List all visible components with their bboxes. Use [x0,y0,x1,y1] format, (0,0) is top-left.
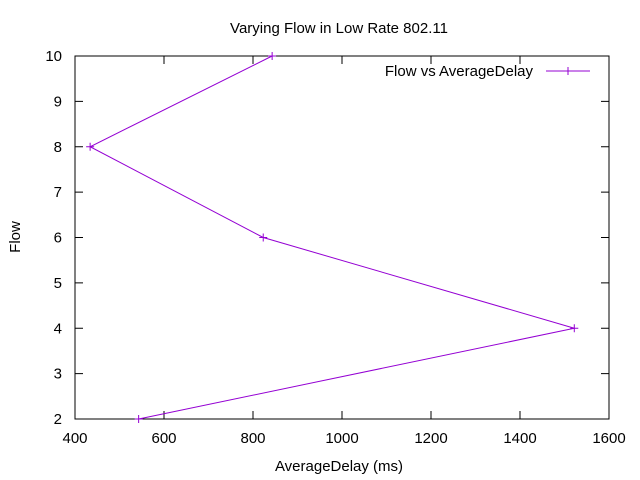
y-tick-label: 2 [54,411,62,428]
x-tick-label: 1200 [414,430,447,447]
y-tick-label: 5 [54,275,62,292]
x-tick-label: 600 [151,430,176,447]
plot-frame [74,55,610,420]
y-axis: 2 3 4 5 6 7 8 9 10 [45,48,609,428]
x-tick-label: 1600 [592,430,625,447]
x-tick-label: 1000 [325,430,358,447]
y-tick-label: 9 [54,93,62,110]
y-tick-label: 3 [54,366,62,383]
y-tick-label: 4 [54,320,62,337]
x-axis: 400 600 800 1000 1200 1400 1600 [62,56,626,447]
y-tick-label: 7 [54,184,62,201]
chart-title: Varying Flow in Low Rate 802.11 [230,20,448,37]
data-point-marker [268,52,277,60]
data-point-marker [134,415,143,423]
y-axis-label: Flow [7,221,24,253]
y-tick-label: 6 [54,230,62,247]
series-layer [86,52,579,423]
series-line [89,55,575,420]
x-tick-label: 800 [240,430,265,447]
y-tick-label: 10 [45,48,62,65]
x-tick-label: 400 [62,430,87,447]
data-point-marker [86,142,95,151]
data-point-marker [259,233,268,242]
x-axis-label: AverageDelay (ms) [275,458,403,475]
data-point-marker [570,324,579,333]
y-tick-label: 8 [54,139,62,156]
legend: Flow vs AverageDelay [385,63,590,80]
x-tick-label: 1400 [503,430,536,447]
legend-label: Flow vs AverageDelay [385,63,534,80]
legend-marker [564,67,572,75]
